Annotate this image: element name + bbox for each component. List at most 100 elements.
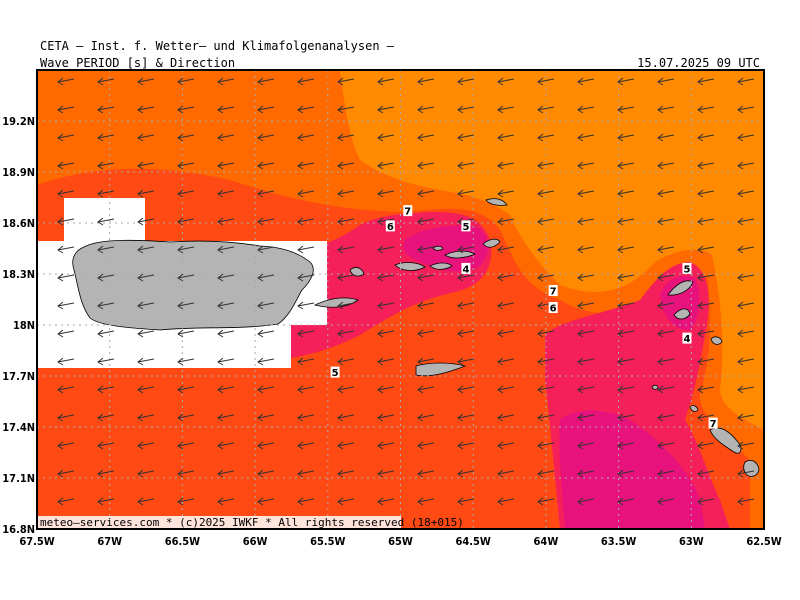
y-tick-label-4: 18N — [13, 319, 35, 332]
wave-arrow-11 — [497, 77, 515, 86]
wave-arrow-30 — [537, 105, 555, 114]
wave-arrow-187 — [337, 357, 355, 366]
wave-arrow-48 — [537, 133, 555, 142]
wave-arrow-210 — [537, 385, 555, 394]
x-tick-label-0: 67.5W — [19, 535, 54, 548]
wave-arrow-26 — [377, 105, 395, 114]
wave-arrow-137 — [497, 273, 515, 282]
x-tick-label-9: 63W — [679, 535, 704, 548]
wave-arrow-200 — [137, 385, 155, 394]
wave-arrow-89 — [737, 189, 755, 198]
wave-arrow-2 — [137, 77, 155, 86]
st-croix-island — [415, 362, 467, 377]
wave-arrow-217 — [97, 413, 115, 422]
svg-text:5: 5 — [462, 222, 469, 233]
wave-arrow-256 — [217, 469, 235, 478]
wave-arrow-133 — [337, 273, 355, 282]
wave-arrow-204 — [297, 385, 315, 394]
wave-arrow-0 — [57, 77, 75, 86]
st-eustatius-island — [689, 405, 699, 412]
wave-arrow-275 — [257, 497, 275, 506]
y-tick-label-2: 17.4N — [2, 421, 35, 434]
wave-arrow-54 — [57, 161, 75, 170]
contour-label-1: 6 — [385, 220, 395, 233]
wave-arrow-235 — [97, 441, 115, 450]
wave-arrow-51 — [657, 133, 675, 142]
wave-arrow-277 — [337, 497, 355, 506]
contour-label-4: 7 — [548, 285, 558, 298]
wave-arrow-149 — [257, 301, 275, 310]
wave-arrow-283 — [577, 497, 595, 506]
y-tick-label-5: 18.3N — [2, 268, 35, 281]
period-4-zone-north — [403, 225, 488, 272]
wave-arrow-84 — [537, 189, 555, 198]
wave-arrow-16 — [697, 77, 715, 86]
wave-arrow-188 — [377, 357, 395, 366]
wave-arrow-227 — [497, 413, 515, 422]
wave-arrow-115 — [337, 245, 355, 254]
wave-arrow-201 — [177, 385, 195, 394]
st-martin-island — [667, 280, 694, 296]
graticule — [37, 70, 764, 529]
wave-arrow-37 — [97, 133, 115, 142]
wave-arrow-102 — [537, 217, 555, 226]
wave-arrow-106 — [697, 217, 715, 226]
wave-arrow-165 — [177, 329, 195, 338]
wave-arrow-216 — [57, 413, 75, 422]
wave-arrow-218 — [137, 413, 155, 422]
wave-arrow-185 — [257, 357, 275, 366]
wave-arrow-81 — [417, 189, 435, 198]
svg-text:6: 6 — [550, 304, 557, 315]
wave-arrow-20 — [137, 105, 155, 114]
wave-arrow-28 — [457, 105, 475, 114]
wave-arrow-66 — [537, 161, 555, 170]
wave-arrow-245 — [497, 441, 515, 450]
wave-arrow-32 — [617, 105, 635, 114]
wave-arrow-154 — [457, 301, 475, 310]
wave-arrow-253 — [97, 469, 115, 478]
wave-arrow-141 — [657, 273, 675, 282]
wave-arrow-231 — [657, 413, 675, 422]
wave-arrow-226 — [457, 413, 475, 422]
wave-arrow-91 — [97, 217, 115, 226]
wave-arrow-168 — [297, 329, 315, 338]
wave-arrow-110 — [137, 245, 155, 254]
svg-text:7: 7 — [550, 287, 557, 298]
wave-arrow-189 — [417, 357, 435, 366]
wave-arrow-112 — [217, 245, 235, 254]
wave-arrow-125 — [737, 245, 755, 254]
wave-arrow-78 — [297, 189, 315, 198]
wave-arrow-101 — [497, 217, 515, 226]
st-kitts-island — [709, 427, 742, 454]
wave-arrow-126 — [57, 273, 75, 282]
wave-arrow-31 — [577, 105, 595, 114]
x-tick-label-2: 66.5W — [165, 535, 200, 548]
wave-arrow-50 — [617, 133, 635, 142]
wave-arrow-281 — [497, 497, 515, 506]
wave-arrow-250 — [697, 441, 715, 450]
map-title: CETA – Inst. f. Wetter– und Klimafolgena… — [40, 39, 395, 53]
wave-arrow-153 — [417, 301, 435, 310]
wave-arrow-195 — [657, 357, 675, 366]
wave-arrow-64 — [457, 161, 475, 170]
wave-arrow-221 — [257, 413, 275, 422]
wave-arrow-139 — [577, 273, 595, 282]
wave-arrow-190 — [457, 357, 475, 366]
wave-arrow-117 — [417, 245, 435, 254]
wave-arrow-96 — [297, 217, 315, 226]
wave-arrow-169 — [337, 329, 355, 338]
wave-arrow-130 — [217, 273, 235, 282]
map-timestamp: 15.07.2025 09 UTC — [637, 56, 760, 70]
wave-arrow-267 — [657, 469, 675, 478]
wave-arrow-132 — [297, 273, 315, 282]
wave-arrow-270 — [57, 497, 75, 506]
anegada-island — [485, 198, 508, 206]
svg-text:4: 4 — [683, 334, 690, 345]
svg-text:5: 5 — [332, 368, 339, 379]
y-tick-label-8: 19.2N — [2, 115, 35, 128]
barbuda-island — [710, 336, 723, 345]
y-tick-label-6: 18.6N — [2, 217, 35, 230]
svg-text:7: 7 — [404, 207, 411, 218]
wave-arrow-38 — [137, 133, 155, 142]
